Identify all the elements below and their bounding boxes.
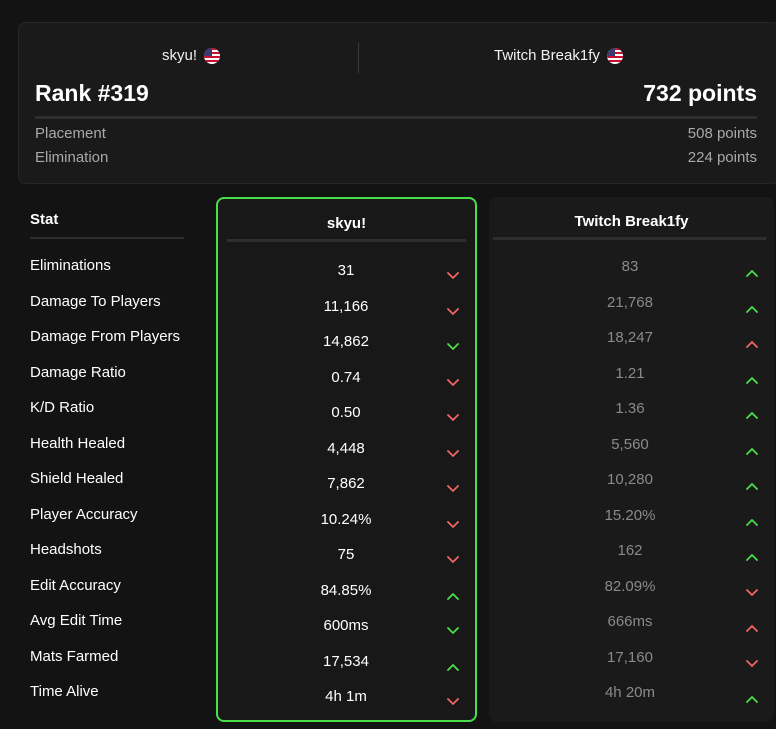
player2-stat-value: 666ms bbox=[607, 613, 653, 630]
stat-label: Mats Farmed bbox=[30, 647, 119, 665]
player1-stat-value: 17,534 bbox=[323, 652, 369, 670]
chevron-up-icon bbox=[746, 548, 758, 561]
player1-name: skyu! bbox=[162, 47, 198, 64]
elimination-row: Elimination 224 points bbox=[35, 149, 757, 166]
chevron-down-icon bbox=[447, 374, 459, 386]
player2-stat-value: 83 bbox=[621, 258, 639, 275]
player2-stat-value: 10,280 bbox=[607, 471, 653, 488]
stat-label: Damage From Players bbox=[30, 328, 181, 345]
placement-value: 508 points bbox=[687, 125, 757, 142]
stat-label: Player Accuracy bbox=[30, 505, 138, 523]
us-flag-icon bbox=[204, 47, 221, 64]
player2-stat-value: 17,160 bbox=[607, 648, 653, 666]
player1-header[interactable]: skyu! bbox=[162, 47, 221, 64]
chevron-down-icon bbox=[447, 622, 459, 634]
stat-label: Time Alive bbox=[30, 683, 99, 700]
placement-label: Placement bbox=[35, 125, 106, 142]
stat-label: Edit Accuracy bbox=[30, 576, 121, 594]
stat-label: Headshots bbox=[30, 541, 102, 558]
stat-label: K/D Ratio bbox=[30, 399, 95, 416]
chevron-down-icon bbox=[447, 551, 459, 563]
player1-column-header: skyu! bbox=[326, 215, 367, 232]
stat-label: Damage Ratio bbox=[30, 363, 126, 381]
chevron-down-icon bbox=[447, 303, 459, 315]
chevron-down-icon bbox=[447, 480, 459, 492]
chevron-down-icon bbox=[447, 409, 459, 421]
player2-stat-value: 18,247 bbox=[607, 329, 653, 346]
player2-stat-value: 1.21 bbox=[615, 364, 645, 382]
chevron-up-icon bbox=[447, 587, 459, 600]
stat-label: Eliminations bbox=[30, 257, 111, 274]
player2-stat-value: 1.36 bbox=[615, 400, 645, 417]
player2-stat-value: 21,768 bbox=[607, 293, 653, 311]
chevron-down-icon bbox=[447, 516, 459, 528]
player1-stat-value: 0.50 bbox=[331, 404, 361, 421]
player2-stat-value: 5,560 bbox=[611, 435, 649, 453]
total-points: 732 points bbox=[643, 80, 757, 106]
chevron-up-icon bbox=[746, 264, 758, 277]
chevron-down-icon bbox=[746, 584, 758, 596]
chevron-up-icon bbox=[746, 335, 758, 348]
elimination-label: Elimination bbox=[35, 149, 109, 166]
player2-name: Twitch Break1fy bbox=[494, 47, 600, 64]
chevron-up-icon bbox=[447, 658, 459, 671]
stat-label: Health Healed bbox=[30, 434, 126, 452]
player1-stat-value: 600ms bbox=[323, 617, 369, 634]
player2-stat-column: Twitch Break1fy 83 21,768 18,247 1.21 1.36 5,… bbox=[489, 197, 774, 722]
player1-stat-value: 4,448 bbox=[327, 439, 365, 457]
placement-row: Placement 508 points bbox=[35, 125, 757, 142]
player1-stat-value: 4h 1m bbox=[325, 688, 367, 705]
elimination-value: 224 points bbox=[687, 149, 757, 166]
player2-header[interactable]: Twitch Break1fy bbox=[494, 47, 623, 64]
player1-stat-value: 31 bbox=[337, 262, 355, 279]
player1-stat-value: 10.24% bbox=[320, 510, 372, 528]
player2-stat-value: 15.20% bbox=[604, 506, 656, 524]
chevron-up-icon bbox=[746, 513, 758, 526]
stat-label: Damage To Players bbox=[30, 292, 161, 310]
stat-label: Shield Healed bbox=[30, 470, 124, 487]
player2-header-divider bbox=[493, 237, 766, 240]
player2-stat-value: 162 bbox=[617, 542, 643, 559]
player1-stat-value: 7,862 bbox=[327, 475, 365, 492]
chevron-down-icon bbox=[746, 655, 758, 667]
stat-label-column: Stat Eliminations Damage To Players Damage… bbox=[30, 197, 184, 700]
player1-stat-value: 0.74 bbox=[331, 368, 361, 386]
summary-divider bbox=[35, 116, 757, 119]
chevron-up-icon bbox=[746, 619, 758, 632]
match-summary-card: skyu! Twitch Break1fy Rank bbox=[18, 22, 776, 184]
chevron-up-icon bbox=[746, 300, 758, 313]
player1-stat-value: 84.85% bbox=[320, 581, 372, 599]
player1-stat-column: skyu! 31 11,166 14,862 0.74 0.50 4,448 7,862 10… bbox=[216, 197, 477, 722]
chevron-down-icon bbox=[447, 267, 459, 279]
chevron-up-icon bbox=[746, 477, 758, 490]
us-flag-icon bbox=[606, 47, 623, 64]
player1-stat-value: 75 bbox=[337, 546, 355, 563]
stat-label: Avg Edit Time bbox=[30, 612, 123, 629]
player2-stat-value: 82.09% bbox=[604, 577, 656, 595]
player-divider bbox=[358, 43, 359, 73]
chevron-down-icon bbox=[447, 338, 459, 350]
stat-column-header: Stat bbox=[30, 197, 184, 239]
chevron-up-icon bbox=[746, 371, 758, 384]
chevron-down-icon bbox=[447, 445, 459, 457]
chevron-up-icon bbox=[746, 406, 758, 419]
player1-stat-value: 14,862 bbox=[323, 333, 369, 350]
chevron-up-icon bbox=[746, 690, 758, 703]
player2-stat-value: 4h 20m bbox=[604, 684, 656, 701]
chevron-down-icon bbox=[447, 693, 459, 705]
player1-stat-value: 11,166 bbox=[323, 297, 369, 315]
chevron-up-icon bbox=[746, 442, 758, 455]
player2-column-header: Twitch Break1fy bbox=[574, 213, 689, 230]
rank-label: Rank #319 bbox=[35, 80, 149, 106]
player1-header-divider bbox=[227, 239, 466, 242]
